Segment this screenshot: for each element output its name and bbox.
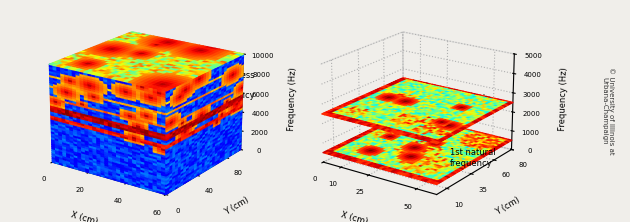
Text: © University of Illinois at
Urbana-Champaign: © University of Illinois at Urbana-Champ… [601, 67, 615, 155]
Text: 3rd: 3rd [471, 94, 485, 103]
Y-axis label: Y (cm): Y (cm) [224, 196, 251, 217]
Text: 1st natural
frequency: 1st natural frequency [450, 148, 496, 168]
Text: Thickness
mode
frequency: Thickness mode frequency [213, 71, 256, 100]
X-axis label: X (cm): X (cm) [340, 210, 369, 222]
X-axis label: X (cm): X (cm) [69, 210, 98, 222]
Y-axis label: Y (cm): Y (cm) [495, 196, 522, 217]
